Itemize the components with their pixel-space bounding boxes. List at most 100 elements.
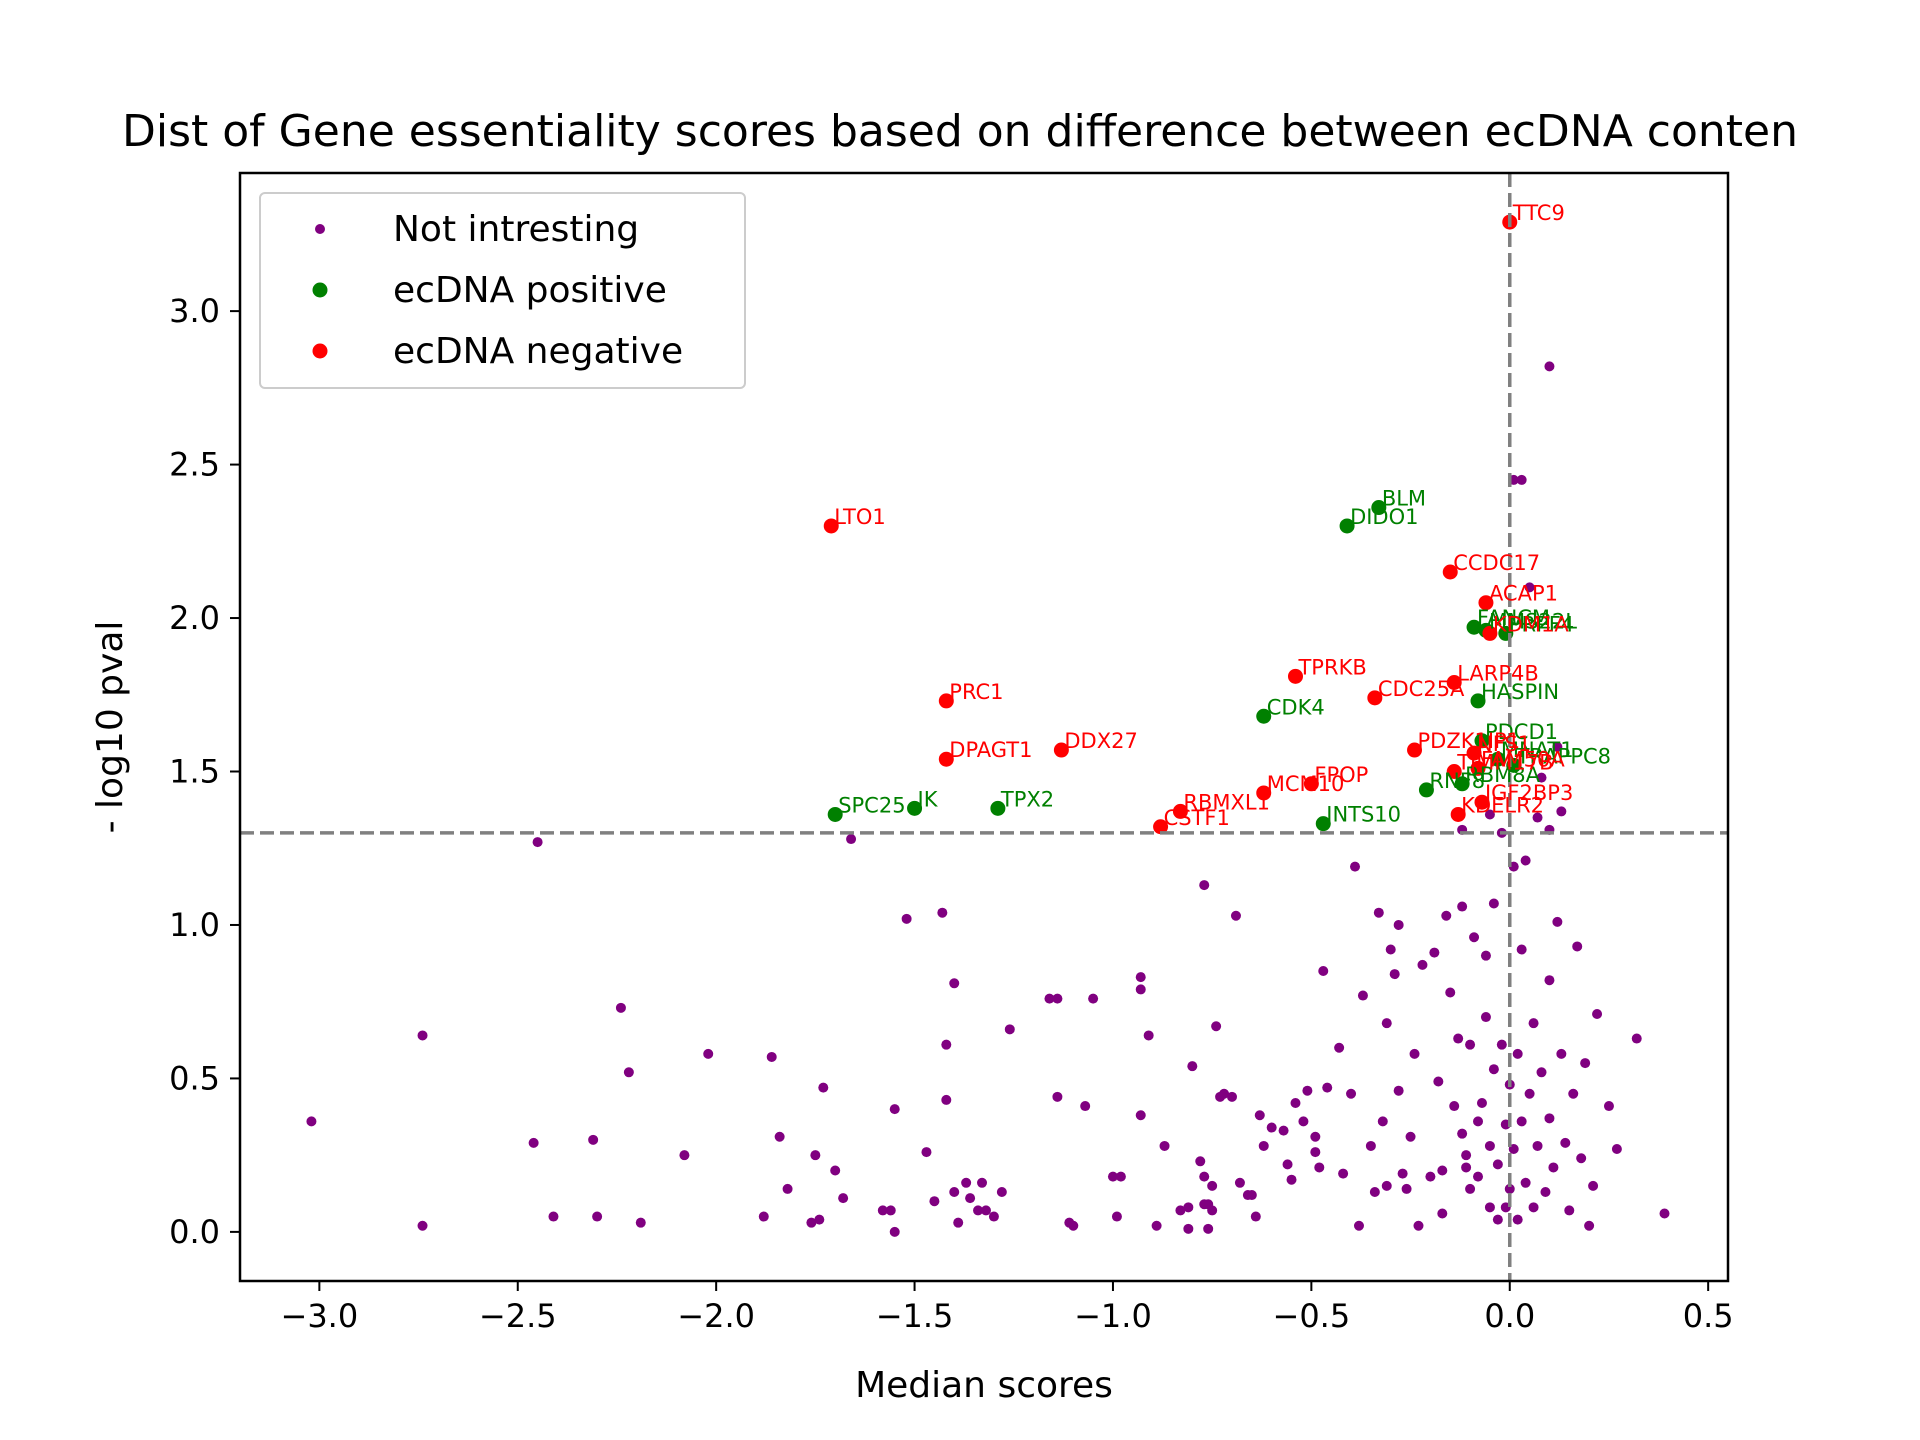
data-point <box>1453 1034 1463 1044</box>
data-point <box>1556 1049 1566 1059</box>
data-point <box>1005 1024 1015 1034</box>
point-label-kdelr2: KDELR2 <box>1461 793 1544 817</box>
point-label-tpx2: TPX2 <box>1000 787 1054 811</box>
data-point <box>1259 1141 1269 1151</box>
point-label-tprkb: TPRKB <box>1297 655 1366 679</box>
data-point <box>1136 972 1146 982</box>
data-point <box>1445 987 1455 997</box>
data-point <box>1580 1058 1590 1068</box>
data-point <box>937 908 947 918</box>
y-tick-label: 2.5 <box>169 446 220 484</box>
point-label-ttc9: TTC9 <box>1512 201 1565 225</box>
data-point <box>1183 1224 1193 1234</box>
data-point <box>1199 880 1209 890</box>
data-point <box>1183 1202 1193 1212</box>
point-label-larp4b: LARP4B <box>1457 661 1539 685</box>
data-point <box>783 1184 793 1194</box>
point-label-dpagt1: DPAGT1 <box>949 738 1032 762</box>
data-point <box>1477 1098 1487 1108</box>
data-point <box>1382 1018 1392 1028</box>
data-point <box>1560 1138 1570 1148</box>
data-point <box>1318 966 1328 976</box>
data-point <box>1529 1202 1539 1212</box>
data-point <box>529 1138 539 1148</box>
data-point <box>1564 1205 1574 1215</box>
data-point <box>1441 911 1451 921</box>
data-point <box>1544 1113 1554 1123</box>
data-point <box>1489 898 1499 908</box>
legend-marker <box>313 283 328 298</box>
data-point <box>1660 1208 1670 1218</box>
data-point <box>1525 1089 1535 1099</box>
chart-title: Dist of Gene essentiality scores based o… <box>122 106 1798 157</box>
data-point <box>1521 1178 1531 1188</box>
data-point <box>890 1104 900 1114</box>
data-point <box>1203 1224 1213 1234</box>
point-label-prc1: PRC1 <box>949 680 1003 704</box>
y-tick-label: 3.0 <box>169 292 220 330</box>
y-tick-label: 2.0 <box>169 599 220 637</box>
data-point <box>1497 1040 1507 1050</box>
legend-marker <box>315 224 325 234</box>
data-point <box>1437 1208 1447 1218</box>
data-point <box>1402 1184 1412 1194</box>
data-point <box>1481 951 1491 961</box>
data-point <box>1366 1141 1376 1151</box>
data-point <box>921 1147 931 1157</box>
point-label-ddx27: DDX27 <box>1064 729 1137 753</box>
data-point <box>1612 1144 1622 1154</box>
data-point <box>1521 856 1531 866</box>
data-point <box>1513 1049 1523 1059</box>
point-label-ints10: INTS10 <box>1326 803 1401 827</box>
data-point <box>1437 1166 1447 1176</box>
data-point <box>814 1215 824 1225</box>
data-point <box>1417 960 1427 970</box>
data-point <box>1473 1116 1483 1126</box>
data-point <box>1247 1190 1257 1200</box>
data-point <box>1287 1175 1297 1185</box>
data-point <box>1537 1067 1547 1077</box>
data-point <box>418 1030 428 1040</box>
point-label-cstf1: CSTF1 <box>1164 806 1230 830</box>
data-point <box>1227 1092 1237 1102</box>
data-point <box>1449 1101 1459 1111</box>
legend-entry: Not intresting <box>393 209 639 250</box>
y-tick-label: 1.0 <box>169 906 220 944</box>
data-point <box>846 834 856 844</box>
data-point <box>1394 920 1404 930</box>
data-point <box>636 1218 646 1228</box>
data-point <box>1279 1126 1289 1136</box>
data-point <box>977 1178 987 1188</box>
y-tick-label: 0.5 <box>169 1059 220 1097</box>
data-point <box>1457 902 1467 912</box>
data-point <box>949 978 959 988</box>
data-point <box>953 1218 963 1228</box>
data-point <box>1588 1181 1598 1191</box>
data-point <box>1195 1156 1205 1166</box>
data-point <box>1152 1221 1162 1231</box>
data-point <box>810 1150 820 1160</box>
data-point <box>961 1178 971 1188</box>
data-point <box>1604 1101 1614 1111</box>
data-point <box>886 1205 896 1215</box>
data-point <box>1358 991 1368 1001</box>
point-label-ik: IK <box>918 787 939 811</box>
data-point <box>679 1150 689 1160</box>
data-point <box>1425 1172 1435 1182</box>
data-point <box>1517 945 1527 955</box>
point-label-mcm10: MCM10 <box>1267 772 1345 796</box>
data-point <box>1398 1169 1408 1179</box>
data-point <box>1517 1116 1527 1126</box>
data-point <box>941 1040 951 1050</box>
point-label-lto1: LTO1 <box>834 505 886 529</box>
data-point <box>1112 1212 1122 1222</box>
data-point <box>775 1132 785 1142</box>
data-point <box>1406 1132 1416 1142</box>
data-point <box>1187 1061 1197 1071</box>
data-point <box>1283 1159 1293 1169</box>
data-point <box>1576 1153 1586 1163</box>
data-point <box>1346 1089 1356 1099</box>
data-point <box>1584 1221 1594 1231</box>
data-point <box>1207 1205 1217 1215</box>
data-point <box>1529 1018 1539 1028</box>
